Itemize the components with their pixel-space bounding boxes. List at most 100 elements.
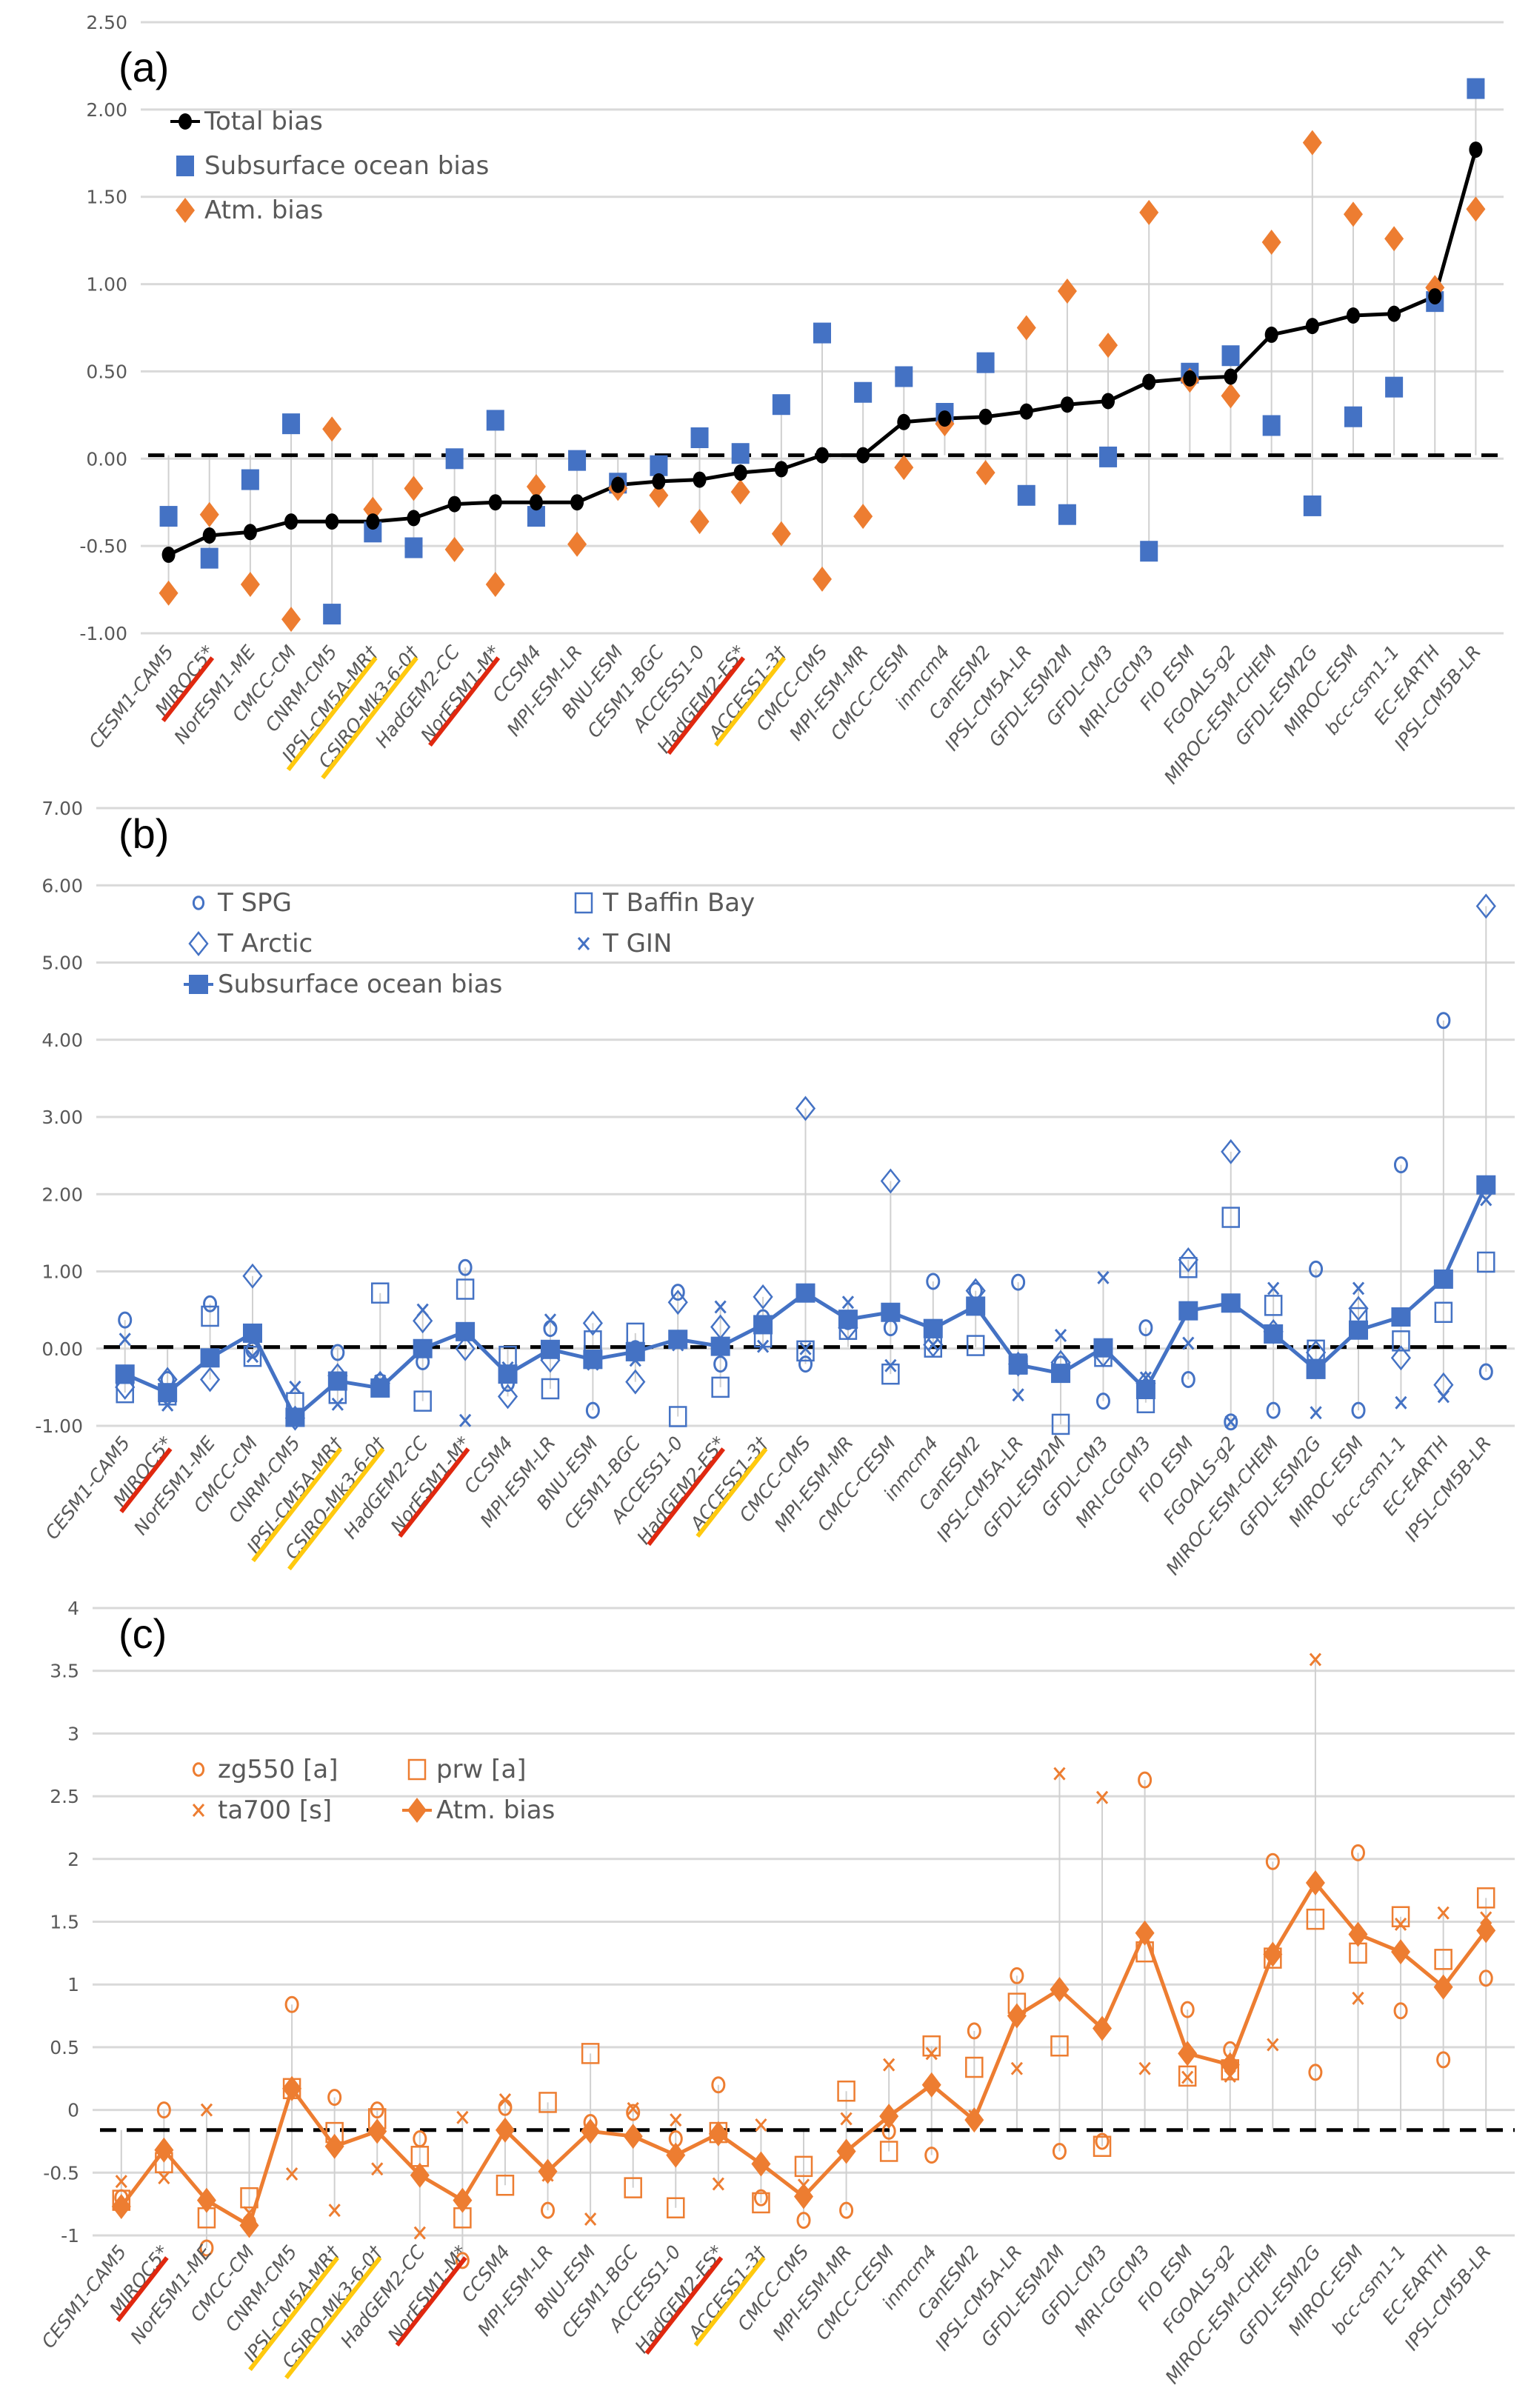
data-point <box>585 1401 600 1419</box>
data-point <box>623 2124 643 2149</box>
data-point <box>1181 2070 1194 2084</box>
data-point <box>541 2201 556 2219</box>
data-point <box>1480 1193 1492 1207</box>
data-point <box>570 494 584 511</box>
data-point <box>879 2141 898 2162</box>
x-stroke <box>200 2103 213 2117</box>
x-stroke <box>1054 1329 1067 1343</box>
panel-label: (b) <box>119 810 169 857</box>
data-point <box>367 2118 387 2144</box>
data-point <box>1385 376 1404 398</box>
data-point <box>1058 504 1076 525</box>
data-point <box>883 2058 895 2072</box>
x-stroke <box>371 2162 384 2176</box>
data-point <box>624 2177 642 2198</box>
data-point <box>625 1369 646 1395</box>
data-point <box>284 513 298 530</box>
data-point <box>693 471 707 488</box>
x-stroke <box>712 2177 724 2191</box>
legend-item: Subsurface ocean bias <box>184 970 502 999</box>
x-stroke <box>1138 2061 1151 2075</box>
data-point <box>544 1313 557 1327</box>
data-point <box>838 1310 858 1330</box>
legend-item: Atm. bias <box>176 196 323 225</box>
data-point <box>1436 2051 1451 2069</box>
data-point <box>1010 1967 1024 1984</box>
data-point <box>1050 1976 1070 2002</box>
data-point <box>404 476 424 501</box>
x-stroke <box>331 1397 344 1411</box>
data-point <box>581 2043 600 2064</box>
markers-subsurface-ocean-bias <box>115 1175 1496 1427</box>
data-point <box>853 504 873 530</box>
data-point <box>447 496 461 513</box>
data-point <box>1348 1295 1369 1321</box>
y-tick-label: 4.00 <box>41 1030 83 1051</box>
data-point <box>1387 305 1401 322</box>
data-point <box>813 566 832 592</box>
data-point <box>282 413 301 435</box>
legend-item: Total bias <box>170 107 323 136</box>
x-stroke <box>841 1295 855 1310</box>
data-point <box>1017 484 1035 506</box>
data-point <box>771 521 791 547</box>
legend-marker-icon <box>179 113 192 130</box>
data-point <box>1012 1388 1024 1402</box>
data-point <box>1178 1301 1198 1321</box>
data-point <box>1349 1320 1369 1340</box>
data-point <box>583 1350 603 1370</box>
markers-prw-a- <box>112 1887 1495 2229</box>
data-point <box>731 443 750 464</box>
data-point <box>538 2092 557 2113</box>
model-group-underline <box>119 1447 173 1513</box>
data-point <box>331 1397 344 1411</box>
data-point <box>1305 318 1319 335</box>
data-point <box>202 527 216 544</box>
data-point <box>1434 1301 1453 1324</box>
y-tick-label: 3 <box>67 1723 79 1744</box>
data-point <box>285 1407 305 1427</box>
data-point <box>1305 1870 1325 1895</box>
data-point <box>1178 2065 1197 2087</box>
data-point <box>1428 288 1442 305</box>
data-point <box>540 1339 560 1359</box>
data-point <box>413 1308 433 1334</box>
data-point <box>1011 1273 1026 1291</box>
data-point <box>567 531 587 557</box>
data-point <box>670 2113 682 2127</box>
data-point <box>281 607 301 633</box>
data-point <box>1308 2064 1323 2081</box>
legend-label: ta700 [s] <box>218 1795 332 1825</box>
data-point <box>1393 1156 1408 1174</box>
data-point <box>1138 1319 1153 1337</box>
data-point <box>1010 2061 1024 2075</box>
data-point <box>1475 893 1496 919</box>
data-point <box>495 2117 515 2143</box>
legend-label: zg550 [a] <box>218 1755 338 1784</box>
data-point <box>690 427 709 448</box>
data-point <box>158 2171 170 2185</box>
model-group-underline <box>395 2256 467 2347</box>
data-point <box>1221 345 1240 367</box>
y-tick-label: 2 <box>67 1849 79 1870</box>
x-stroke <box>1095 1790 1109 1804</box>
x-stroke <box>1437 1906 1450 1920</box>
data-point <box>159 580 179 606</box>
data-point <box>856 447 870 464</box>
data-point <box>1220 2052 1240 2078</box>
data-point <box>667 1290 688 1315</box>
x-stroke <box>1181 2070 1194 2084</box>
model-group-underline <box>693 2256 766 2347</box>
data-point <box>690 509 710 535</box>
data-point <box>327 1371 347 1391</box>
data-point <box>923 1332 944 1358</box>
legend-label: Total bias <box>204 107 323 136</box>
data-point <box>795 1095 816 1121</box>
data-point <box>456 1278 475 1300</box>
data-point <box>1060 396 1074 413</box>
x-stroke <box>1309 1652 1322 1667</box>
legend-label: T Arctic <box>217 929 313 958</box>
data-point <box>582 1310 603 1336</box>
data-point <box>1264 326 1278 343</box>
x-stroke <box>927 1338 939 1352</box>
